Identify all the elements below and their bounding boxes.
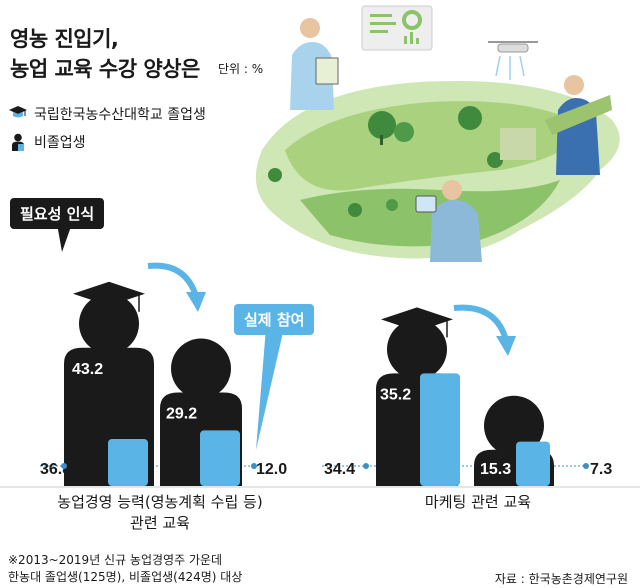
actual-person-2-head <box>484 395 544 456</box>
farm-illustration <box>255 5 620 262</box>
source-label: 자료 : 한국농촌경제연구원 <box>494 572 628 586</box>
value-label-actual-nongrad-2: 15.3 <box>480 461 511 478</box>
baseline-marker <box>61 463 67 469</box>
perceived-graduate-person-1-head <box>79 293 139 354</box>
legend-graduates-label: 국립한국농수산대학교 졸업생 <box>34 107 206 123</box>
perceived-callout: 필요성 인식 <box>10 198 105 229</box>
legend-non-graduates-label: 비졸업생 <box>34 135 86 151</box>
person-icon <box>12 133 24 151</box>
callout-pointer-actual <box>256 328 284 450</box>
graduation-cap-icon <box>73 281 145 306</box>
baseline-marker <box>363 463 369 469</box>
title-line-2: 농업 교육 수강 양상은 <box>10 57 200 81</box>
perceived-graduate-bar-2 <box>420 373 460 486</box>
graduation-cap-icon <box>381 307 453 332</box>
baseline-marker <box>251 463 257 469</box>
note-line-1: ※2013~2019년 신규 농업경영주 가운데 <box>8 553 223 567</box>
group-label-1: 농업경영 능력(영농계획 수립 등) 관련 교육 <box>0 492 320 534</box>
baseline-marker <box>583 463 589 469</box>
title-line-1: 영농 진입기, <box>10 27 119 51</box>
legend-graduates: 국립한국농수산대학교 졸업생 <box>8 104 206 124</box>
decrease-arrowhead-icon <box>496 336 516 356</box>
chart-title: 영농 진입기, 농업 교육 수강 양상은 <box>10 24 200 84</box>
decrease-arrowhead-icon <box>186 292 206 312</box>
perceived-graduate-bar-1 <box>108 438 148 486</box>
legend-non-graduates: 비졸업생 <box>8 132 86 152</box>
decrease-arrow-icon <box>147 262 199 298</box>
actual-person-1-head <box>171 338 231 399</box>
value-label-actual-grad-2: 7.3 <box>590 461 612 478</box>
actual-graduate-bar-1 <box>200 430 240 486</box>
value-label-perceived-grad-1: 43.2 <box>72 361 103 378</box>
actual-graduate-bar-2 <box>516 441 550 486</box>
decrease-arrow-icon <box>453 304 509 341</box>
group-label-2: 마케팅 관련 교육 <box>316 492 640 513</box>
value-label-perceived-nongrad-2: 34.4 <box>324 461 355 478</box>
value-label-perceived-grad-2: 35.2 <box>380 386 411 403</box>
actual-callout: 실제 참여 <box>234 304 315 335</box>
group-label-1-line-2: 관련 교육 <box>130 514 190 532</box>
value-label-actual-grad-1: 12.0 <box>256 461 287 478</box>
perceived-graduate-person-2-head <box>387 319 447 380</box>
unit-label: 단위 : % <box>218 62 264 76</box>
note-line-2: 한농대 졸업생(125명), 비졸업생(424명) 대상 <box>8 570 243 584</box>
value-label-perceived-nongrad-1: 36.8 <box>40 461 71 478</box>
group-label-2-line-1: 마케팅 관련 교육 <box>424 493 532 511</box>
survey-note: ※2013~2019년 신규 농업경영주 가운데 한농대 졸업생(125명), … <box>8 552 242 586</box>
value-label-actual-nongrad-1: 29.2 <box>166 406 197 423</box>
group-label-1-line-1: 농업경영 능력(영농계획 수립 등) <box>57 493 263 511</box>
graduation-cap-icon <box>9 106 27 118</box>
